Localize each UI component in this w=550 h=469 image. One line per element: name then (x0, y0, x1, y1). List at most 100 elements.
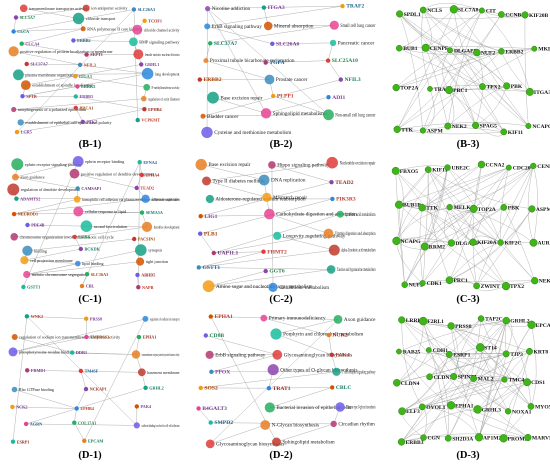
term-node-binding[interactable]: binding (22, 246, 47, 256)
term-node-erbb-signaling-pathway[interactable]: ErbB signaling pathway (206, 351, 266, 359)
gene-node-tm4sf[interactable]: TM4SF (79, 369, 99, 374)
gene-node-epha1[interactable]: EPHA1 (137, 335, 157, 340)
term-node-nucleotide-excision-repair[interactable]: Nucleotide excision repair (326, 157, 375, 169)
term-node-chromosome-organization-involved-in-meio[interactable]: chromosome organization involved in meio… (10, 233, 113, 241)
gene-node-slc5a7[interactable]: SLC5A7 (14, 15, 35, 20)
gene-node-tcof1[interactable]: TCOF1 (142, 18, 162, 23)
node-pbk[interactable]: PBK (503, 83, 522, 90)
gene-node-ddr1[interactable]: DDR1 (70, 350, 87, 355)
term-node-rho-gtpase-binding[interactable]: Rho GTPase binding (12, 387, 55, 393)
term-node-base-excision-repair[interactable]: Base excision repair (196, 159, 251, 170)
node-kif20a[interactable]: KIF20A (470, 239, 497, 246)
node-top2a[interactable]: TOP2A (470, 205, 496, 213)
gene-node-tead2[interactable]: TEAD2 (135, 186, 155, 191)
node-esrp1[interactable]: ESRP1 (446, 351, 470, 358)
term-node-circadian-rhythm[interactable]: Circadian rhythm (331, 421, 375, 428)
node-ccna2[interactable]: CCNA2 (478, 161, 505, 169)
gene-node-tgfa[interactable]: TGFA (264, 60, 285, 66)
node-aurka[interactable]: AURKA (530, 239, 550, 247)
node-cgn[interactable]: CGN (421, 435, 440, 442)
term-node-non-small-cell-lung-cancer[interactable]: Non-small cell lung cancer (323, 109, 376, 120)
gene-node-epha4[interactable]: EPHA4 (140, 173, 161, 178)
gene-node-nfil3[interactable]: NFIL3 (78, 62, 96, 67)
node-ncapg[interactable]: NCAPG (526, 123, 550, 130)
gene-node-slc16a3[interactable]: SLC16A3 (85, 272, 108, 277)
node-epha1[interactable]: EPHA1 (447, 401, 473, 409)
node-ovol1[interactable]: OVOL1 (419, 404, 445, 411)
gene-node-erbb3[interactable]: ERBB3 (74, 94, 93, 99)
gene-node-ephb4[interactable]: EPHB4 (142, 107, 162, 112)
node-nek2[interactable]: NEK2 (531, 277, 550, 284)
term-node-cysteine-and-methionine-metabolism[interactable]: Cysteine and methionine metabolism (201, 127, 291, 138)
node-erbb3[interactable]: ERBB3 (398, 439, 424, 446)
gene-node-adamts2[interactable]: ADAMTS2 (14, 196, 40, 201)
gene-node-traf2[interactable]: TRAF2 (340, 4, 364, 10)
gene-node-gstt1[interactable]: GSTT1 (21, 285, 40, 290)
node-cenpf[interactable]: CENPF (422, 44, 449, 52)
node-cdh1[interactable]: CDH1 (426, 347, 448, 354)
gene-node-slc25a10[interactable]: SLC25A10 (326, 58, 358, 64)
term-node-phosphotyrosine-residue-binding[interactable]: phosphotyrosine residue binding (9, 347, 75, 356)
gene-node-ppox[interactable]: PPOX (209, 369, 230, 375)
gene-node-clca4[interactable]: CLCA4 (20, 41, 41, 46)
gene-node-nck2[interactable]: NCK2 (327, 333, 348, 339)
gene-node-ephb4[interactable]: EPHB4 (75, 406, 95, 411)
node-sh2d3a[interactable]: SH2D3A (445, 435, 473, 442)
node-rab25[interactable]: RAB25 (396, 349, 420, 356)
gene-node-slc37a7[interactable]: SLC37A7 (208, 41, 237, 47)
node-kif2c[interactable]: KIF2C (498, 240, 522, 247)
term-node-erbb-signaling-pathway[interactable]: ErbB signaling pathway (204, 23, 262, 30)
node-cit[interactable]: CIT (479, 8, 496, 15)
gene-node-ggt6[interactable]: GGT6 (264, 269, 285, 275)
gene-node-frmd1[interactable]: FRMD1 (25, 368, 46, 373)
term-node-transmembrane-transporter-activity[interactable]: transmembrane transporter activity (20, 5, 89, 13)
gene-node-epcam[interactable]: EPCAM (82, 438, 103, 443)
term-node-axon-guidance[interactable]: Axon guidance (334, 315, 377, 324)
node-bub1b[interactable]: BUB1B (395, 201, 421, 209)
term-node-hippo-signaling-pathway[interactable]: Hippo signaling pathway (268, 161, 330, 169)
term-node-type-ii-diabetes-mellitus[interactable]: Type II diabetes mellitus (202, 177, 264, 186)
gene-node-slc26a6[interactable]: SLC26A6 (270, 41, 299, 47)
node-ttk[interactable]: TTK (394, 126, 414, 133)
gene-node-grhl2[interactable]: GRHL2 (143, 385, 163, 390)
node-noxa1[interactable]: NOXA1 (505, 408, 531, 415)
node-tpx2[interactable]: TPX2 (502, 282, 524, 290)
term-node-bmp-signaling-pathway[interactable]: BMP signaling pathway (129, 37, 180, 46)
node-mal2[interactable]: MAL2 (470, 375, 493, 382)
gene-node-brca1[interactable]: BRCA1 (74, 106, 94, 111)
node-ncls[interactable]: NCLS (420, 7, 442, 14)
gene-node-ptk7[interactable]: PTK7 (81, 120, 98, 125)
gene-node-grhl1[interactable]: GRHL1 (139, 62, 159, 67)
node-cldn4[interactable]: CLDN4 (393, 379, 419, 387)
gene-node-pak4[interactable]: PAK4 (135, 404, 152, 409)
gene-node-sept1[interactable]: SEPT1 (84, 52, 102, 57)
gene-node-clca[interactable]: CLCA (11, 29, 29, 34)
node-ttk[interactable]: TTK (419, 204, 439, 212)
term-node-prostate-cancer[interactable]: Prostate cancer (265, 75, 308, 85)
node-aspm[interactable]: ASPM (420, 128, 443, 135)
term-node-vitamin-digestion-and-absorption[interactable]: Vitamin digestion and absorption (324, 229, 376, 239)
node-kif11[interactable]: KIF11 (501, 129, 524, 136)
gene-node-lhx6[interactable]: LHX6 (73, 235, 90, 240)
term-node-regulation-of-sodium-ion-transport[interactable]: regulation of sodium ion transport (142, 316, 180, 322)
node-myo5b[interactable]: MYO5B (528, 403, 550, 410)
gene-node-adi1[interactable]: ADI1 (326, 95, 345, 101)
term-node-nicotine-addiction[interactable]: Nicotine addiction (205, 6, 251, 12)
node-cds1[interactable]: CDS1 (523, 379, 545, 387)
node-epcam[interactable]: EPCAM (528, 321, 550, 329)
node-krt8[interactable]: KRT8 (526, 348, 548, 355)
term-node-chloride-transport[interactable]: chloride transport (73, 13, 116, 24)
node-cenpf[interactable]: CENPF (530, 163, 550, 170)
term-node-female-meiotic-nuclear-division[interactable]: female meiotic nuclear division (133, 49, 180, 59)
node-ccnb1[interactable]: CCNB1 (498, 11, 524, 18)
node-itga3[interactable]: ITGA3 (526, 88, 550, 96)
node-spdl1[interactable]: SPDL1 (396, 11, 421, 18)
gene-node-fhmt2[interactable]: FHMT2 (261, 249, 287, 255)
node-nuf2[interactable]: NUF2 (473, 49, 495, 57)
gene-node-nck2[interactable]: NCK2 (10, 405, 27, 410)
node-aspm[interactable]: ASPM (529, 206, 550, 213)
gene-node-sptb[interactable]: SPTB (20, 94, 37, 99)
term-node-n-methyltransferase-activity[interactable]: N-methyltransferase activity (143, 84, 180, 91)
term-node-linoleic-acid-metabolism[interactable]: Linoleic acid metabolism (337, 211, 376, 218)
term-node-cellular-response-to-lipid[interactable]: cellular response to lipid (73, 207, 127, 217)
